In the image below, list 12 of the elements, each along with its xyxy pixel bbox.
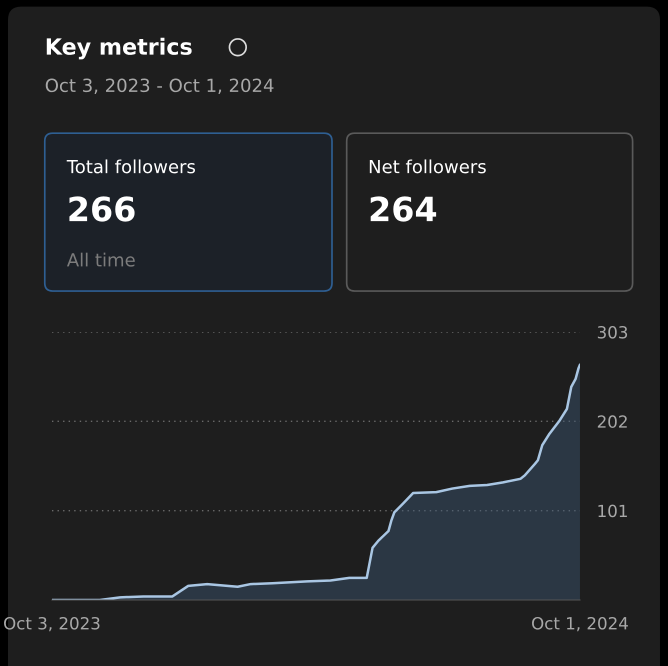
text: All time	[66, 252, 135, 267]
text: 266	[69, 196, 135, 222]
text: Total followers	[66, 159, 196, 174]
text: 264	[370, 196, 436, 222]
x-tick-label: Oct 1, 2024	[532, 616, 628, 632]
text: Net followers	[370, 159, 486, 174]
x-tick-label: Oct 3, 2023	[4, 616, 100, 632]
y-tick-label: 303	[598, 326, 628, 339]
chart-title: Key metrics	[46, 38, 192, 60]
y-tick-label: 202	[598, 415, 627, 428]
y-tick-label: 101	[598, 504, 627, 518]
chart-subtitle: Oct 3, 2023 - Oct 1, 2024	[46, 78, 274, 94]
